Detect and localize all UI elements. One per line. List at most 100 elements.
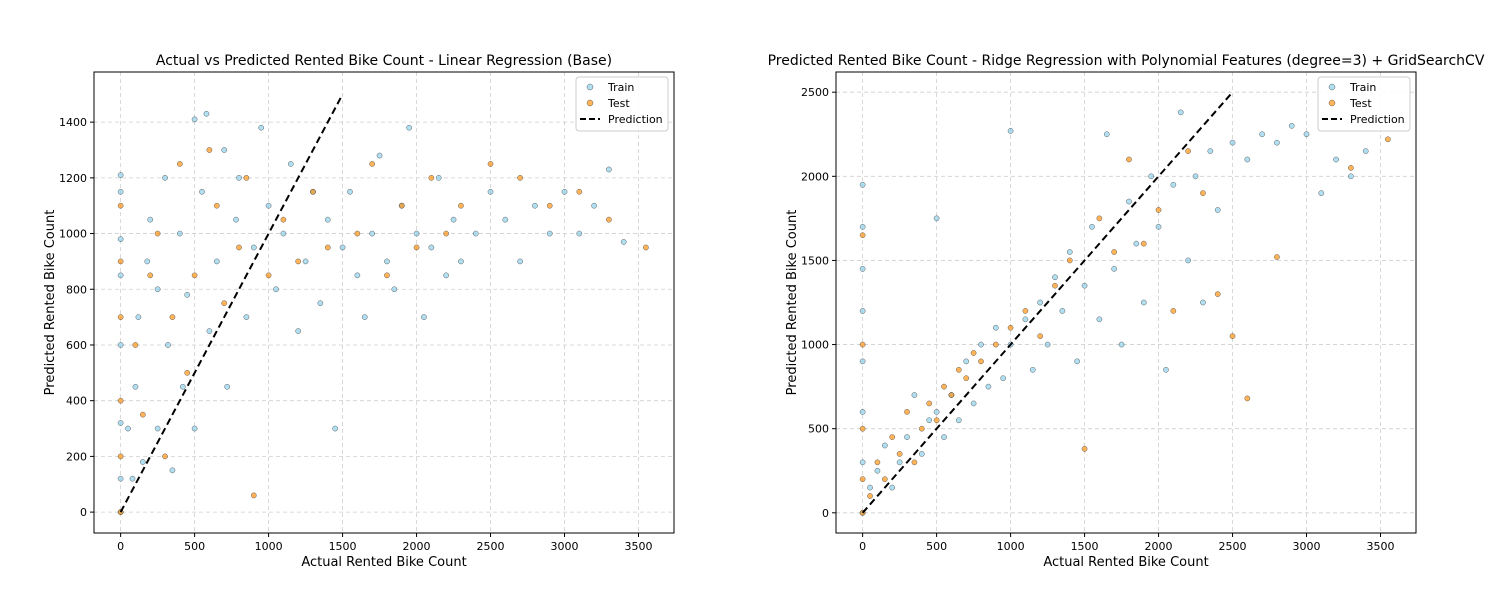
data-point-train [1066, 249, 1073, 255]
data-point-train [1052, 274, 1058, 281]
data-point-train [117, 172, 124, 178]
x-axis-label: Actual Rented Bike Count [301, 555, 466, 570]
data-point-train [250, 244, 257, 251]
legend-marker-train [1328, 83, 1336, 91]
data-point-test [933, 417, 940, 424]
data-point-train [1177, 109, 1184, 116]
legend-box [1317, 76, 1411, 132]
data-point-test [1214, 291, 1221, 297]
data-point-train [1044, 341, 1051, 348]
data-point-train [162, 175, 168, 181]
data-point-test [576, 188, 583, 195]
data-point-test [859, 232, 866, 239]
legend-label: Test [1349, 97, 1372, 110]
data-point-test [1155, 207, 1162, 213]
legend-label: Train [1349, 81, 1376, 94]
y-tick-label: 1000 [59, 228, 87, 241]
data-point-train [361, 314, 368, 320]
x-tick-label: 1000 [255, 540, 283, 553]
data-point-test [169, 314, 176, 320]
x-tick-label: 2000 [1145, 540, 1173, 553]
data-point-train [1118, 341, 1125, 348]
data-point-test [546, 202, 553, 209]
chart-1: 0 500 1000 1500 2000 2500 3000 3500 0 200 400 600 80… [43, 53, 675, 570]
data-point-test [1140, 240, 1147, 247]
y-tick-label: 400 [66, 395, 87, 408]
data-point-train [391, 286, 398, 293]
y-tick-label: 500 [808, 423, 829, 436]
data-point-train [1155, 223, 1162, 230]
data-point-test [177, 161, 183, 167]
data-point-train [532, 202, 538, 209]
x-tick-label: 3500 [1366, 540, 1394, 553]
data-point-test [1066, 257, 1073, 264]
data-point-train [1207, 148, 1214, 154]
data-point-test [243, 175, 250, 181]
data-point-train [859, 181, 866, 188]
data-point-test [458, 202, 464, 209]
data-point-train [919, 451, 925, 457]
data-point-train [354, 272, 361, 279]
legend-label: Train [607, 81, 634, 94]
data-point-test [874, 459, 881, 466]
data-point-train [561, 188, 568, 195]
data-point-train [347, 188, 353, 195]
data-point-train [911, 392, 918, 398]
data-point-test [992, 341, 999, 348]
data-point-test [236, 244, 242, 251]
data-point-test [859, 476, 866, 482]
data-point-test [1348, 165, 1354, 171]
x-axis-label: Actual Rented Bike Count [1043, 555, 1208, 570]
data-point-test [191, 272, 198, 279]
data-point-train [280, 230, 287, 237]
data-point-train [184, 292, 191, 298]
data-point-train [332, 425, 338, 432]
x-tick-label: 500 [926, 540, 947, 553]
data-point-train [992, 324, 999, 331]
x-tick-label: 0 [859, 540, 866, 553]
data-point-train [287, 161, 294, 167]
data-point-train [224, 383, 230, 390]
data-point-train [191, 116, 198, 123]
data-point-test [1185, 148, 1191, 154]
data-point-train [1259, 131, 1265, 138]
y-axis-label: Predicted Rented Bike Count [785, 210, 800, 396]
data-point-train [117, 236, 124, 242]
x-tick-label: 500 [184, 540, 205, 553]
data-point-test [1229, 333, 1236, 339]
data-point-test [117, 258, 124, 265]
data-point-test [956, 366, 962, 373]
data-point-train [859, 358, 866, 365]
data-point-train [889, 484, 896, 491]
x-tick-label: 2000 [403, 540, 431, 553]
data-point-train [214, 258, 220, 265]
data-point-train [1148, 173, 1154, 180]
data-point-train [140, 459, 146, 465]
y-tick-label: 2000 [801, 170, 829, 183]
data-point-train [1288, 123, 1295, 129]
data-point-train [125, 425, 131, 432]
prediction-line [861, 91, 1234, 514]
data-point-test [1007, 324, 1014, 331]
y-tick-label: 800 [66, 283, 87, 296]
data-point-train [295, 328, 301, 334]
data-point-train [1244, 156, 1251, 163]
data-point-test [919, 425, 925, 432]
data-point-train [926, 417, 933, 424]
data-point-train [933, 215, 940, 222]
data-point-train [487, 188, 494, 195]
data-point-train [1126, 198, 1132, 205]
data-point-train [1333, 156, 1339, 163]
legend-marker-test [1328, 99, 1336, 107]
data-point-train [147, 216, 154, 223]
x-tick-label: 1000 [997, 540, 1025, 553]
data-point-train [620, 239, 627, 245]
data-point-test [324, 244, 331, 251]
data-point-test [963, 375, 970, 382]
data-point-train [1163, 366, 1169, 373]
data-point-test [911, 459, 918, 466]
data-point-test [859, 341, 866, 348]
data-point-train [258, 124, 264, 131]
data-point-train [904, 434, 910, 440]
